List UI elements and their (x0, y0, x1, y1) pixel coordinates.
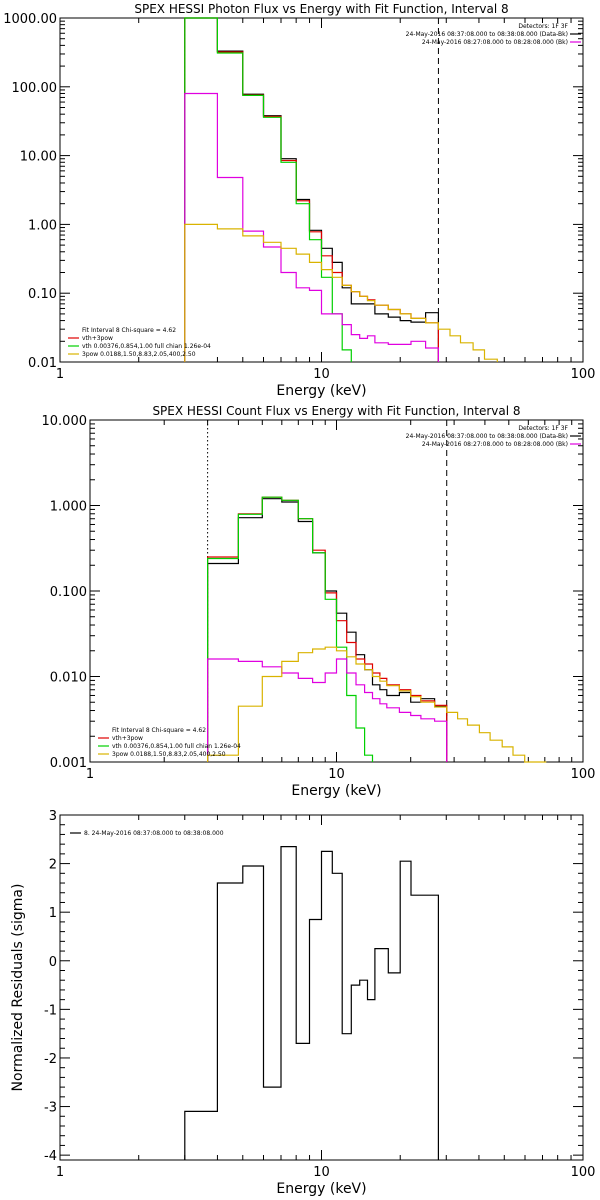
y-axis: -4 -3 -2 -1 0 1 2 3 (44, 809, 583, 1164)
series-line-residuals (184, 846, 439, 1160)
y-tick-label: 0 (49, 955, 57, 970)
y-tick-label: -3 (44, 1101, 57, 1116)
x-axis: 1 10 100 (86, 420, 596, 782)
legend-text: vth+3pow (112, 735, 143, 742)
x-tick-label: 1 (56, 367, 64, 382)
legend-left: 8. 24-May-2016 08:37:08.000 to 08:38:08.… (70, 830, 224, 837)
y-tick-label: 2 (49, 858, 57, 873)
legend-text: Detectors: 1F 3F (518, 23, 568, 30)
legend-left: Fit Interval 8 Chi-square = 4.62vth+3pow… (68, 327, 211, 358)
x-tick-label: 100 (571, 1165, 596, 1180)
chart-title: SPEX HESSI Count Flux vs Energy with Fit… (152, 404, 520, 418)
y-tick-label: -1 (44, 1003, 57, 1018)
y-tick-label: 3 (49, 809, 57, 824)
y-tick-label: 10.00 (20, 150, 57, 165)
x-tick-label: 100 (571, 767, 596, 782)
chart-panel-1: SPEX HESSI Photon Flux vs Energy with Fi… (3, 2, 595, 399)
legend-text: 8. 24-May-2016 08:37:08.000 to 08:38:08.… (84, 830, 224, 837)
y-tick-label: 100.00 (12, 81, 58, 96)
legend-text: 24-May-2016 08:37:08.000 to 08:38:08.000… (406, 433, 568, 440)
y-tick-label: 1 (49, 906, 57, 921)
chart-title: SPEX HESSI Photon Flux vs Energy with Fi… (134, 2, 508, 16)
series-line-vth (207, 496, 374, 762)
series-line-vth+3pow (207, 496, 448, 762)
y-tick-label: 1000.00 (3, 12, 57, 27)
series-line-data-bk (207, 498, 448, 762)
x-tick-label: 10 (328, 767, 345, 782)
x-tick-label: 10 (313, 367, 330, 382)
legend-text: Fit Interval 8 Chi-square = 4.62 (112, 727, 206, 734)
y-tick-label: 1.00 (28, 218, 57, 233)
legend-left: Fit Interval 8 Chi-square = 4.62vth+3pow… (98, 727, 241, 758)
legend-text: 3pow 0.0188,1.50,8.83,2.05,400,2.50 (82, 351, 196, 358)
x-tick-label: 1 (56, 1165, 64, 1180)
y-tick-label: 0.100 (50, 585, 87, 600)
chart-panel-3: 1 10 100 Energy (keV) -4 -3 -2 -1 0 1 2 3 Normalized… (10, 809, 595, 1197)
x-tick-label: 100 (571, 367, 596, 382)
y-tick-label: -2 (44, 1052, 57, 1067)
series-line-3pow (184, 223, 498, 362)
y-axis-label: Normalized Residuals (sigma) (10, 884, 26, 1092)
series-line-3pow (207, 646, 547, 763)
x-axis-label: Energy (keV) (276, 383, 366, 399)
legend-text: 24-May-2016 08:37:08.000 to 08:38:08.000… (406, 31, 568, 38)
y-tick-label: 1.000 (50, 500, 87, 515)
legend-text: 24-May-2016 08:27:08.000 to 08:28:08.000… (422, 39, 568, 46)
series-line-vth (184, 17, 352, 362)
legend-text: vth 0.00376,0.854,1.00 full chian 1.26e-… (82, 343, 211, 350)
x-axis-label: Energy (keV) (291, 783, 381, 799)
y-axis: 0.01 0.10 1.00 10.00 100.00 1000.00 (3, 12, 583, 371)
legend-text: vth 0.00376,0.854,1.00 full chian 1.26e-… (112, 743, 241, 750)
y-tick-label: -4 (44, 1149, 57, 1164)
legend-text: 24-May-2016 08:27:08.000 to 08:28:08.000… (422, 441, 568, 448)
y-tick-label: 0.01 (28, 356, 57, 371)
x-tick-label: 10 (313, 1165, 330, 1180)
x-axis: 1 10 100 (56, 815, 596, 1180)
y-tick-label: 0.010 (50, 671, 87, 686)
y-tick-label: 0.001 (50, 756, 87, 771)
series-line-data-bk (184, 17, 439, 362)
legend-text: 3pow 0.0188,1.50,8.83,2.05,400,2.50 (112, 751, 226, 758)
legend-text: Fit Interval 8 Chi-square = 4.62 (82, 327, 176, 334)
y-axis: 0.001 0.010 0.100 1.000 10.000 (42, 414, 583, 771)
legend-text: vth+3pow (82, 335, 113, 342)
y-tick-label: 10.000 (42, 414, 88, 429)
x-axis-label: Energy (keV) (276, 1181, 366, 1197)
chart-panel-2: SPEX HESSI Count Flux vs Energy with Fit… (42, 404, 596, 799)
series-line-bk (207, 658, 448, 762)
legend-text: Detectors: 1F 3F (518, 425, 568, 432)
x-tick-label: 1 (86, 767, 94, 782)
y-tick-label: 0.10 (28, 287, 57, 302)
series-line-bk (184, 92, 439, 362)
